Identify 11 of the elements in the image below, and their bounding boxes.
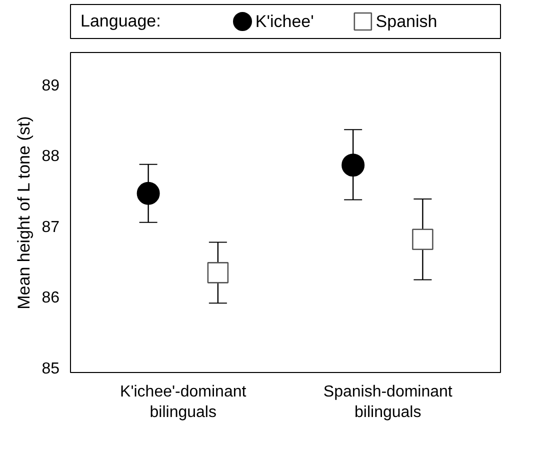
y-tick-label: 87: [42, 218, 60, 236]
y-tick-label: 88: [42, 148, 60, 166]
legend-label: Spanish: [376, 12, 438, 31]
y-tick-label: 89: [42, 77, 60, 94]
legend-title: Language:: [80, 12, 161, 30]
y-tick-label: 85: [42, 360, 60, 378]
x-tick-label: Spanish-dominant bilinguals: [323, 384, 453, 421]
y-tick-label: 86: [42, 290, 60, 307]
x-tick-label: K'ichee'-dominant bilinguals: [120, 384, 247, 421]
legend-label: K'ichee': [255, 12, 314, 31]
y-axis-title: Mean height of L tone (st): [14, 116, 34, 310]
